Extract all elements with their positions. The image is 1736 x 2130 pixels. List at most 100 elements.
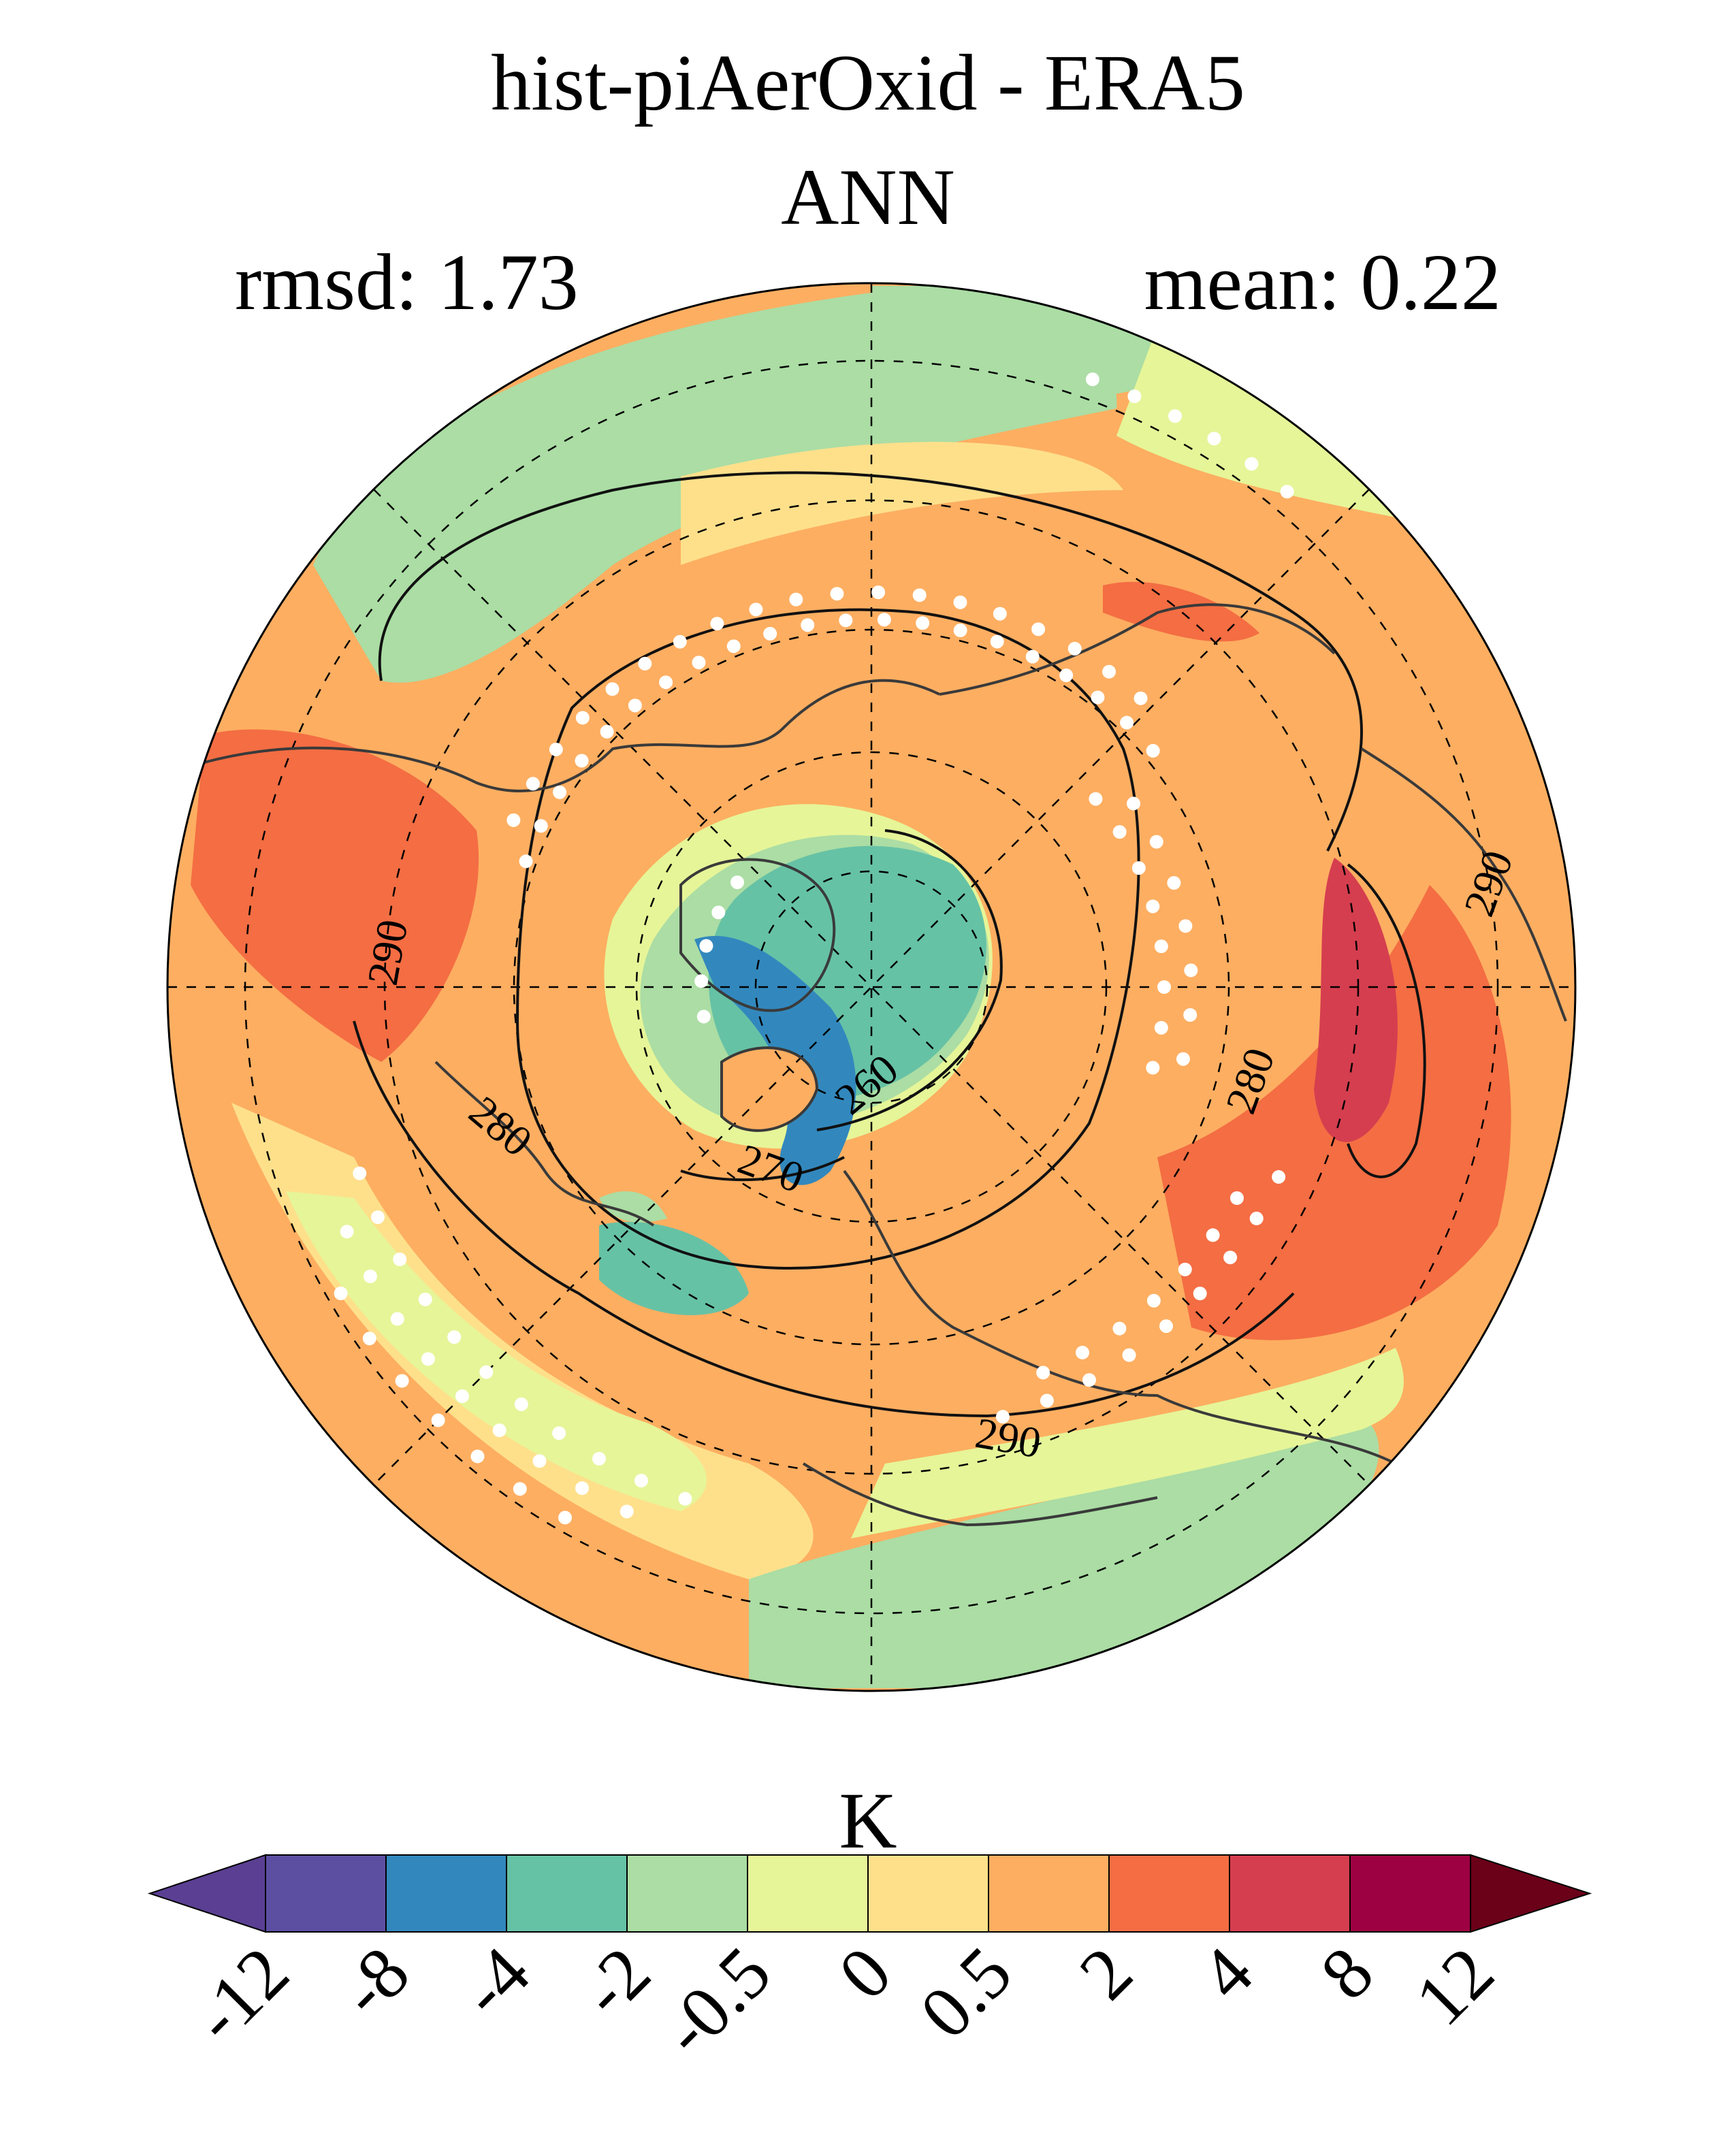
stipple-dot	[1244, 457, 1259, 471]
colorbar: -12 -8 -4 -2-0.5 00.5 2 4 8 12	[147, 1854, 1592, 2071]
stipple-dot	[830, 587, 844, 601]
stipple-dot	[1112, 825, 1127, 839]
stipple-dot	[1249, 1211, 1264, 1225]
stipple-dot	[1131, 861, 1146, 875]
contour-line	[515, 608, 1140, 1270]
north-pacific-green	[871, 286, 1157, 397]
contour-line	[1347, 863, 1426, 1178]
stipple-dot	[1076, 1345, 1089, 1359]
stipple-dot	[558, 1511, 572, 1525]
stipple-dot	[1229, 1191, 1244, 1205]
colorbar-segment	[867, 1854, 989, 1933]
colorbar-segment	[1229, 1854, 1351, 1933]
stipple-dot	[1120, 715, 1134, 730]
stipple-dot	[1223, 1250, 1238, 1265]
contour-line	[378, 471, 1363, 852]
stipple-dot	[600, 724, 614, 739]
stipple-dot	[628, 698, 642, 713]
stipple-dot	[953, 595, 967, 609]
colorbar-tick-label: 0.5	[905, 1932, 1027, 2054]
coastline	[802, 1462, 1158, 1527]
stipple-dot	[1127, 389, 1142, 404]
stipple-dot	[514, 1397, 528, 1411]
stipple-dot	[1183, 1007, 1197, 1022]
stipple-dot	[418, 1292, 432, 1306]
stipple-dot	[1091, 690, 1105, 705]
coastline	[843, 1169, 1396, 1465]
stipple-dot	[553, 785, 567, 799]
contour-line	[353, 1020, 1295, 1418]
colorbar-tick-label: -8	[324, 1932, 425, 2033]
stipple-dot	[455, 1389, 469, 1404]
colorbar-extend-high	[1470, 1854, 1592, 1933]
siberia-red-patch	[1103, 581, 1259, 642]
colorbar-tick-label: -12	[178, 1932, 304, 2059]
stipple-dot	[549, 742, 563, 756]
colorbar-tick-label: 8	[1306, 1932, 1389, 2015]
colorbar-units: K	[839, 1776, 897, 1865]
stipple-dot	[990, 634, 1004, 649]
stipple-dot	[1206, 1228, 1220, 1242]
stipple-dot	[1193, 1287, 1207, 1301]
stipple-dot	[534, 819, 548, 833]
stipple-dot	[995, 1410, 1010, 1424]
stipple-dot	[801, 618, 815, 632]
coastline	[939, 603, 1336, 696]
coastlines	[204, 603, 1567, 1527]
stipple-dot	[699, 939, 713, 953]
stipple-dot	[492, 1423, 507, 1438]
colorbar-segment	[506, 1854, 628, 1933]
stipple-dot	[421, 1352, 435, 1366]
stipple-dot	[552, 1426, 566, 1440]
mediterranean-yellow	[851, 1348, 1404, 1538]
tibet-dark-red-region	[1314, 858, 1398, 1142]
stipple-dot	[575, 1481, 589, 1496]
labrador-green-patch	[599, 1191, 667, 1223]
stipple-dot	[730, 875, 744, 890]
stipple-dot	[1168, 409, 1182, 423]
stipple-dot	[592, 1451, 606, 1466]
stipple-dot	[1025, 649, 1040, 664]
canadian-archipelago-blue	[694, 935, 856, 1185]
stipple-dot	[1040, 1393, 1054, 1408]
stipple-dot	[340, 1225, 354, 1239]
stipple-dot	[1167, 875, 1181, 890]
stipple-dot	[1085, 372, 1099, 387]
stipple-dot	[710, 617, 724, 631]
stipple-dot	[1059, 668, 1074, 683]
stipple-dot	[1154, 1020, 1168, 1035]
stipple-dot	[1082, 1373, 1096, 1387]
stipple-dot	[692, 656, 706, 670]
north-america-red-region	[191, 729, 479, 1062]
stipple-dot	[912, 588, 927, 602]
colorbar-tick-label: 0	[824, 1932, 907, 2015]
stipple-dot	[470, 1449, 485, 1464]
stipple-dot	[479, 1365, 494, 1379]
mean-label: mean: 0.22	[1144, 238, 1501, 327]
stipple-dot	[1134, 691, 1148, 705]
stipple-dot	[1146, 899, 1160, 914]
stipple-dot	[711, 905, 726, 920]
stipple-dot	[659, 675, 673, 690]
colorbar-tick-label: 2	[1065, 1932, 1148, 2015]
stipple-dot	[1178, 1262, 1192, 1276]
colorbar-tick-label: -0.5	[647, 1932, 786, 2071]
stipple-dot	[1280, 485, 1294, 499]
stipple-dot	[370, 1210, 385, 1225]
stipple-dot	[1178, 919, 1193, 933]
stipple-dot	[393, 1253, 407, 1266]
stipple-dot	[678, 1491, 692, 1506]
stipple-dot	[1146, 743, 1160, 758]
colorbar-tick-label: 4	[1185, 1932, 1268, 2015]
stipple-dot	[749, 602, 763, 617]
stipple-dot	[1184, 963, 1198, 978]
labrador-teal-patch	[599, 1221, 749, 1316]
season-label: ANN	[781, 152, 955, 242]
colorbar-segment	[626, 1854, 748, 1933]
stipple-dot	[575, 754, 589, 768]
colorbar-segment	[747, 1854, 869, 1933]
stipple-dot	[763, 626, 777, 641]
coastline	[679, 858, 836, 1012]
contour-line	[680, 1156, 845, 1182]
